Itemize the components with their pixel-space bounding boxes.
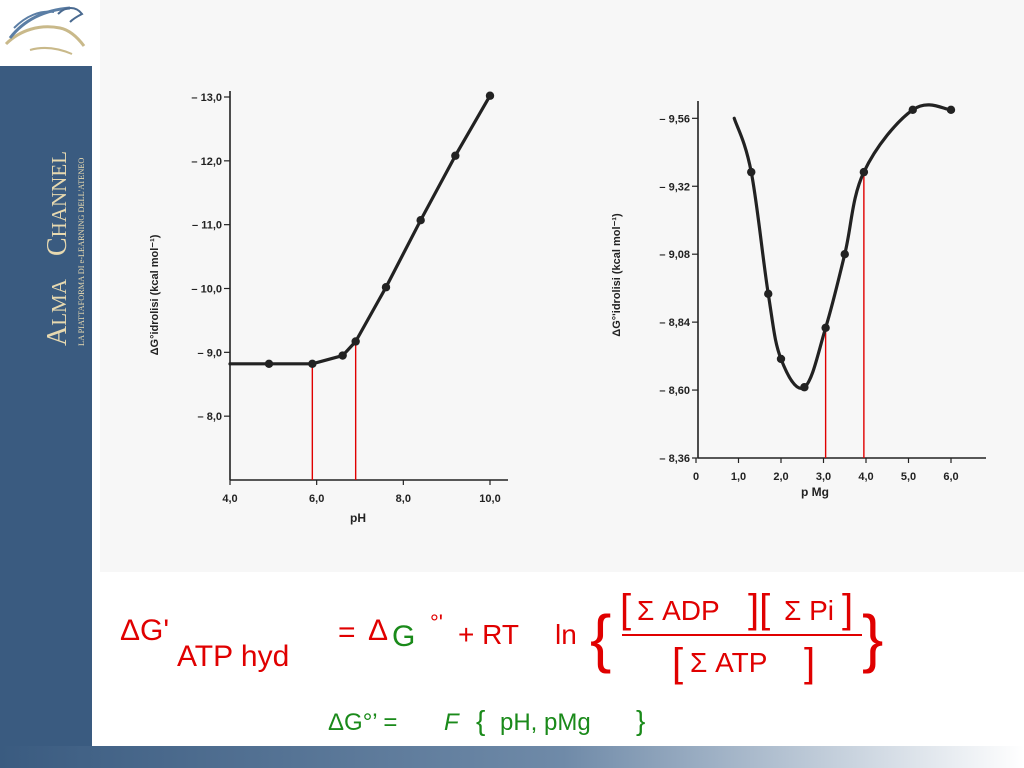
formula-g-standard: G xyxy=(392,620,415,653)
y-tick-label: – 11,0 xyxy=(192,220,222,232)
y-tick-label: – 9,56 xyxy=(659,113,690,125)
brand-name: ALMA xyxy=(42,278,73,346)
data-point xyxy=(747,167,756,177)
pegasus-logo-icon xyxy=(4,6,86,55)
formula-delta-2: Δ xyxy=(368,614,388,647)
formula-svg: Δ G' ATP hyd = Δ G °' + RT ln { } [ Σ AD… xyxy=(120,587,883,736)
formula-num-pi: Σ Pi xyxy=(784,595,834,626)
data-point xyxy=(776,354,786,364)
formula-bracket-2: ][ xyxy=(748,587,770,631)
formula-bracket-4: [ xyxy=(672,641,683,685)
x-tick-label: 10,0 xyxy=(479,493,500,505)
data-point xyxy=(485,91,495,100)
chart-ph: 4,0 6,0 8,0 10,0 – 8,0 – 9,0 – 10,0 – 11,0 – 12,… xyxy=(149,91,508,525)
formula: Δ G' ATP hyd = Δ G °' + RT ln { } [ Σ AD… xyxy=(100,572,1024,746)
x-tick-label: 4,0 xyxy=(858,471,873,483)
formula-line2-brace-left: { xyxy=(476,705,485,736)
data-point xyxy=(351,337,360,346)
formula-bracket-1: [ xyxy=(620,587,631,631)
x-tick-label: 2,0 xyxy=(773,471,788,483)
brand-svg: ALMA CHANNEL LA PIATTAFORMA DI e-LEARNIN… xyxy=(42,151,86,346)
brand-wordmark: ALMA CHANNEL LA PIATTAFORMA DI e-LEARNIN… xyxy=(0,66,92,746)
y-tick-label: – 9,08 xyxy=(659,249,690,261)
y-axis-label: ΔG°idrolisi (kcal mol⁻¹) xyxy=(149,234,161,355)
footer-band xyxy=(0,746,1024,768)
formula-g-prime: G' xyxy=(140,614,169,647)
x-tick-label: 1,0 xyxy=(731,471,746,483)
formula-ln: ln xyxy=(555,619,577,650)
formula-plus-rt: + RT xyxy=(458,619,519,650)
y-axis-label: ΔG°'idrolisi (kcal mol⁻¹) xyxy=(611,213,623,337)
y-tick-label: – 8,60 xyxy=(659,385,690,397)
data-point xyxy=(416,215,425,225)
formula-delta: Δ xyxy=(120,614,140,647)
data-point xyxy=(859,167,869,177)
chart-pmg: 0 1,0 2,0 3,0 4,0 5,0 6,0 – 8,36 – 8,60 – 8,84 – 9… xyxy=(611,101,986,499)
x-tick-label: 3,0 xyxy=(816,471,831,483)
data-point xyxy=(451,151,460,160)
x-axis-label: pH xyxy=(350,511,366,525)
x-axis-label: p Mg xyxy=(801,485,829,499)
formula-fraction-bar xyxy=(622,634,862,636)
formula-num-adp: Σ ADP xyxy=(637,595,720,626)
formula-equals: = xyxy=(338,616,356,649)
y-tick-label: – 8,0 xyxy=(198,411,222,423)
formula-subscript: ATP hyd xyxy=(177,640,289,673)
brand-channel: CHANNEL xyxy=(42,151,73,256)
x-tick-label: 0 xyxy=(693,471,699,483)
y-tick-label: – 12,0 xyxy=(191,156,222,168)
data-point xyxy=(308,359,317,369)
data-point xyxy=(264,359,274,369)
x-tick-label: 8,0 xyxy=(396,493,411,505)
formula-bracket-3: ] xyxy=(842,587,853,631)
x-tick-label: 6,0 xyxy=(309,493,324,505)
data-point xyxy=(821,323,830,332)
series-line xyxy=(228,94,492,366)
y-tick-label: – 13,0 xyxy=(191,92,222,104)
brand-tagline: LA PIATTAFORMA DI e-LEARNING DELL'ATENEO xyxy=(77,158,86,346)
sidebar: ALMA CHANNEL LA PIATTAFORMA DI e-LEARNIN… xyxy=(0,0,92,768)
formula-line2-func: F xyxy=(444,709,460,736)
data-point xyxy=(840,249,849,259)
formula-brace-right: } xyxy=(862,602,883,674)
y-tick-label: – 9,0 xyxy=(198,347,222,359)
formula-den-atp: Σ ATP xyxy=(690,647,767,678)
data-point xyxy=(381,283,391,292)
formula-bracket-5: ] xyxy=(804,641,815,685)
formula-line2-brace-right: } xyxy=(636,705,645,736)
x-tick-label: 5,0 xyxy=(901,471,916,483)
data-point xyxy=(800,383,809,392)
x-tick-label: 6,0 xyxy=(943,471,958,483)
data-point xyxy=(908,105,917,115)
y-tick-label: – 10,0 xyxy=(191,284,222,296)
formula-line2-args: pH, pMg xyxy=(500,709,591,736)
figure-panel: 4,0 6,0 8,0 10,0 – 8,0 – 9,0 – 10,0 – 11,0 – 12,… xyxy=(100,0,1024,572)
formula-brace-left: { xyxy=(590,602,611,674)
x-tick-label: 4,0 xyxy=(222,493,237,505)
data-point xyxy=(764,289,773,299)
series-line xyxy=(732,103,953,390)
data-point xyxy=(946,105,956,115)
formula-standard-sup: °' xyxy=(430,610,443,635)
logo xyxy=(0,0,92,66)
y-tick-label: – 8,36 xyxy=(659,453,690,465)
data-point xyxy=(338,351,347,360)
y-tick-label: – 9,32 xyxy=(659,181,690,193)
y-tick-label: – 8,84 xyxy=(659,317,690,329)
charts-svg: 4,0 6,0 8,0 10,0 – 8,0 – 9,0 – 10,0 – 11,0 – 12,… xyxy=(149,91,986,525)
formula-line2-lhs: ΔG°’ = xyxy=(328,709,397,736)
